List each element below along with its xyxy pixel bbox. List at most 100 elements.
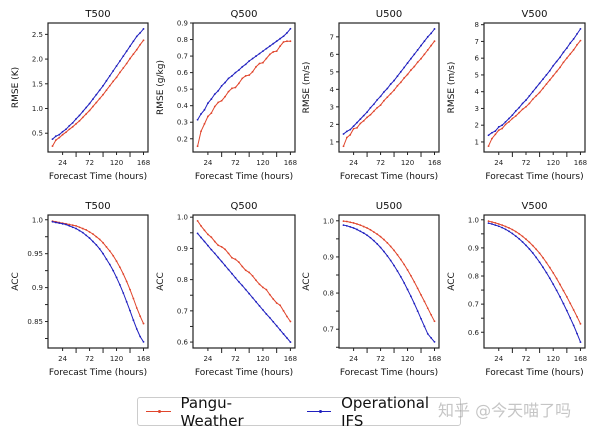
- data-point: [231, 87, 233, 90]
- data-point: [514, 235, 517, 237]
- y-tick-label: 0.6: [177, 69, 189, 77]
- data-point: [393, 79, 395, 82]
- data-point: [119, 71, 121, 74]
- data-point: [511, 114, 514, 117]
- data-point: [525, 105, 527, 108]
- data-point: [559, 295, 561, 298]
- data-point: [559, 283, 561, 286]
- data-point: [406, 73, 409, 76]
- data-point: [376, 243, 379, 245]
- data-point: [81, 116, 84, 119]
- data-point: [217, 244, 220, 247]
- data-point: [125, 62, 128, 65]
- y-tick-label: 0.7: [177, 53, 188, 61]
- data-point: [383, 250, 385, 253]
- x-tick-label: 120: [401, 159, 414, 167]
- data-point: [203, 240, 206, 243]
- plot-frame: [338, 214, 440, 349]
- data-point: [531, 252, 534, 254]
- data-point: [403, 77, 406, 79]
- data-point: [51, 138, 54, 141]
- data-point: [342, 145, 345, 148]
- data-point: [569, 317, 572, 319]
- data-point: [241, 77, 244, 80]
- y-tick-label: 0.9: [323, 253, 334, 261]
- data-point: [289, 27, 292, 30]
- data-point: [508, 117, 510, 120]
- data-point: [514, 230, 517, 233]
- series-operational-ifs: [487, 222, 582, 343]
- data-point: [487, 134, 490, 137]
- data-point: [262, 286, 264, 289]
- data-point: [359, 118, 362, 120]
- series-line: [488, 222, 581, 343]
- x-tick-label: 120: [401, 355, 414, 363]
- data-point: [542, 266, 544, 269]
- data-point: [352, 127, 355, 130]
- data-point: [279, 37, 282, 40]
- y-axis-label: RMSE (m/s): [302, 62, 312, 114]
- data-point: [68, 128, 71, 131]
- data-point: [255, 55, 257, 57]
- data-point: [78, 226, 81, 229]
- data-point: [65, 128, 67, 131]
- data-point: [379, 246, 382, 249]
- data-point: [393, 249, 395, 252]
- data-point: [88, 231, 91, 233]
- data-point: [206, 102, 209, 105]
- data-point: [81, 227, 84, 230]
- series-line: [197, 233, 291, 343]
- data-point: [521, 241, 524, 243]
- series-pangu-weather: [196, 220, 292, 323]
- y-tick-label: 0.9: [177, 245, 188, 253]
- subplot-u500-acc: U500 0.7 0.8 0.9 1.0 24 72 120 168 Forecast Time …: [302, 201, 441, 378]
- data-point: [579, 39, 582, 42]
- data-point: [224, 81, 226, 84]
- data-point: [268, 316, 271, 319]
- data-point: [206, 115, 209, 118]
- plot-frame: [483, 22, 586, 153]
- data-point: [555, 277, 558, 280]
- data-point: [98, 97, 101, 100]
- data-point: [572, 309, 575, 311]
- data-point: [379, 235, 382, 238]
- data-point: [416, 61, 419, 64]
- subplot-t500-rmse: T500 0.5 1.0 1.5 2.0 2.5 24 72 120 168 Forecast Ti…: [11, 9, 150, 182]
- series-line: [197, 220, 291, 322]
- y-axis-label: ACC: [447, 272, 457, 291]
- data-point: [206, 233, 209, 236]
- data-point: [102, 252, 104, 255]
- data-point: [78, 114, 81, 117]
- data-point: [379, 104, 382, 106]
- data-point: [220, 99, 223, 102]
- data-point: [98, 89, 101, 92]
- data-point: [142, 322, 145, 325]
- data-point: [369, 236, 372, 239]
- data-point: [362, 232, 365, 234]
- data-point: [420, 293, 422, 296]
- data-point: [525, 244, 527, 247]
- data-point: [494, 221, 497, 224]
- data-point: [241, 65, 244, 68]
- subplot-title: U500: [376, 201, 402, 212]
- data-point: [359, 230, 362, 233]
- data-point: [399, 275, 402, 278]
- plot-frame: [47, 22, 149, 153]
- data-point: [356, 126, 358, 129]
- data-point: [430, 313, 433, 316]
- data-point: [565, 295, 568, 298]
- data-point: [545, 271, 548, 274]
- y-tick-label: 0.8: [468, 273, 479, 281]
- data-point: [224, 264, 226, 267]
- data-point: [487, 220, 490, 223]
- data-point: [61, 222, 64, 225]
- data-point: [213, 93, 216, 96]
- x-tick-label: 72: [522, 355, 531, 363]
- data-point: [552, 64, 555, 67]
- x-tick-label: 168: [574, 355, 587, 363]
- data-point: [559, 56, 561, 59]
- data-point: [403, 66, 406, 69]
- x-axis-label: Forecast Time (hours): [485, 368, 583, 378]
- data-point: [255, 65, 257, 68]
